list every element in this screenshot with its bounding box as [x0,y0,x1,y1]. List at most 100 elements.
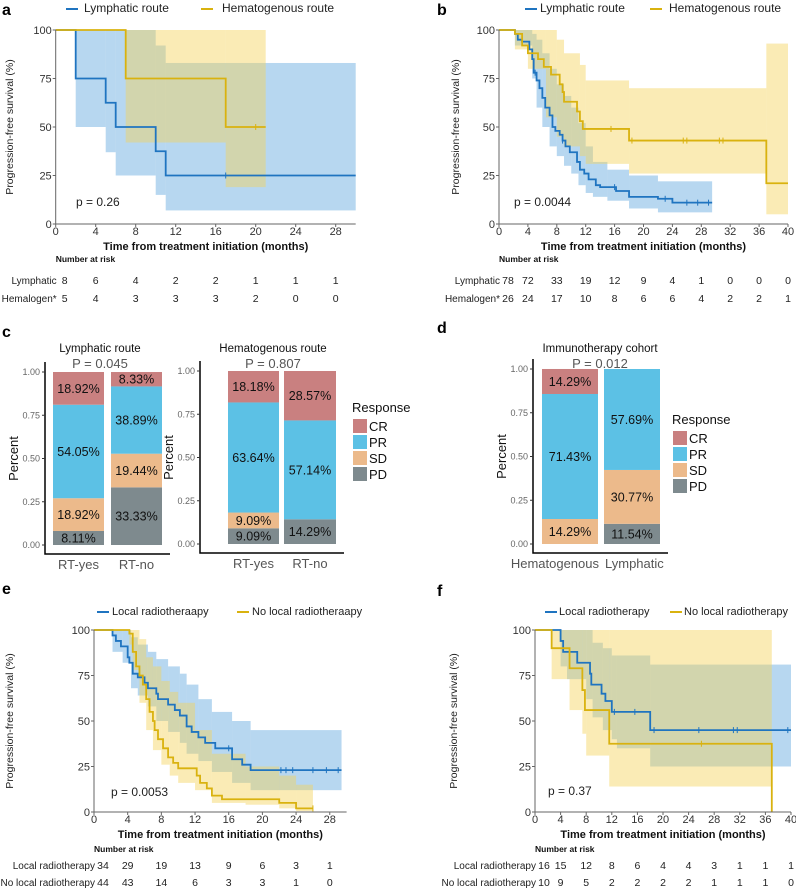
y-tick-label: 25 [39,171,51,183]
panel-label-a: a [2,2,11,19]
risk-row-label: Lymphatic [11,276,56,287]
y-tick-label: 0 [525,807,531,819]
y-tick-label: 1.00 [177,366,195,376]
legend-label: CR [369,419,388,434]
x-tick-label: 4 [525,226,531,238]
survival-curve-blue [55,29,356,177]
risk-count: 10 [580,293,592,305]
bar-segment-pd [111,487,162,545]
legend-label: CR [689,431,708,446]
y-tick-label: 100 [477,25,495,37]
risk-count: 17 [551,293,563,305]
x-tick-label: 32 [724,226,736,238]
risk-table-title: Number at risk [56,254,116,264]
survival-curve-blue [499,29,713,204]
ci-band-segment [169,691,179,776]
legend-label: Local radiotherapy [559,606,650,618]
x-tick-label: 4 [125,814,131,826]
ci-band-segment [564,53,580,147]
risk-count: 5 [583,877,589,889]
risk-count: 2 [756,293,762,305]
ci-band-segment [582,630,587,734]
risk-count: 78 [502,275,514,287]
x-tick-label: 12 [606,814,618,826]
ci-band-segment [564,95,572,166]
risk-count: 9 [558,877,564,889]
ci-band-segment [168,666,180,732]
y-tick-label: 1.00 [510,364,528,374]
risk-count: 26 [502,293,514,305]
risk-count: 2 [213,275,219,287]
ci-band-segment [616,655,651,749]
x-tick-label: RT-no [119,557,154,572]
legend-label: PR [369,435,387,450]
risk-row-label: Local radiotherapy [454,861,536,872]
x-tick-label: 40 [785,814,796,826]
ci-band-segment [232,721,251,783]
ci-band-segment [556,39,565,137]
legend-label: SD [689,463,707,478]
y-tick-label: 0.50 [22,454,40,464]
risk-count: 1 [788,860,794,872]
y-tick-label: 75 [78,671,90,683]
bar-segment-cr [111,372,162,387]
x-tick-label: 24 [682,814,694,826]
bar-data-label: 19.44% [115,464,157,478]
x-tick-label: 28 [695,226,707,238]
bar-segment-pd [228,528,279,544]
risk-count: 9 [226,860,232,872]
ci-band-segment [551,630,570,680]
ci-band-segment [125,30,226,143]
ci-band-segment [592,642,603,718]
bar-segment-pr [228,402,279,513]
bar-segment-pr [111,386,162,454]
risk-count: 2 [253,293,259,305]
y-tick-label: 0 [489,219,495,231]
risk-count: 19 [156,860,168,872]
risk-count: 1 [737,860,743,872]
x-tick-label: 36 [759,814,771,826]
ci-band-segment [549,68,557,147]
risk-count: 0 [293,293,299,305]
x-tick-label: RT-yes [233,556,274,571]
y-tick-label: 0 [46,219,52,231]
x-tick-label: 40 [782,226,794,238]
y-tick-label: 50 [78,716,90,728]
risk-count: 19 [580,275,592,287]
risk-row-label: No local radiotherapy [1,878,96,889]
x-tick-label: 24 [666,226,678,238]
axes [532,359,668,554]
bar-data-label: 33.33% [115,510,157,524]
legend-label: Local radiotheraapy [112,606,209,618]
risk-count: 1 [737,877,743,889]
y-tick-label: 0.75 [510,408,528,418]
risk-count: 1 [785,293,791,305]
x-tick-label: 20 [250,226,262,238]
ci-band-segment [279,775,297,809]
ci-band-segment [195,730,212,791]
ci-band-segment [542,53,550,127]
bar-data-label: 38.89% [115,414,157,428]
ci-band [125,30,266,188]
ci-band-segment [629,175,658,209]
ci-band-segment [571,107,579,174]
x-axis-title: Time from treatment initiation (months) [560,829,765,841]
ci-band-segment [225,30,266,188]
ci-band-segment [105,30,116,153]
axes [44,362,170,555]
panel-label-d: d [437,320,447,337]
bar-segment-sd [542,518,598,544]
ci-band [129,630,313,812]
y-tick-label: 100 [72,625,90,637]
risk-count: 1 [333,275,339,287]
risk-count: 12 [609,275,621,287]
y-tick-label: 75 [483,74,495,86]
x-tick-label: 4 [558,814,564,826]
x-tick-label: 28 [324,814,336,826]
bar-segment-sd [228,512,279,529]
ci-band-segment [585,80,630,164]
risk-count: 1 [698,275,704,287]
